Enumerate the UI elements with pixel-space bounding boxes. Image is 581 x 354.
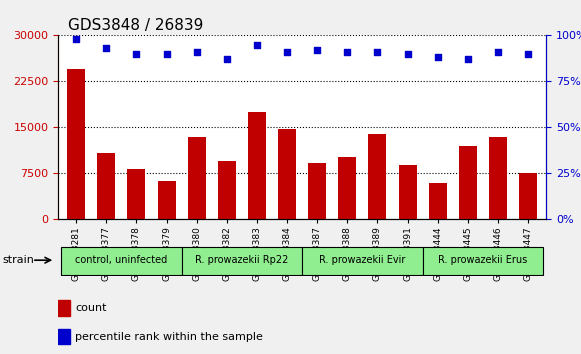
Text: control, uninfected: control, uninfected: [75, 255, 167, 265]
FancyBboxPatch shape: [182, 247, 302, 275]
Point: [523, 51, 533, 57]
Text: count: count: [75, 303, 107, 313]
Point: [222, 57, 231, 62]
Point: [192, 49, 202, 55]
Bar: [58, 300, 70, 316]
Point: [132, 51, 141, 57]
Bar: [97, 153, 116, 219]
FancyBboxPatch shape: [302, 247, 422, 275]
Point: [373, 49, 382, 55]
Bar: [248, 112, 266, 219]
Bar: [368, 133, 386, 219]
Point: [403, 51, 412, 57]
Point: [463, 57, 472, 62]
Bar: [429, 183, 447, 219]
Text: GDS3848 / 26839: GDS3848 / 26839: [68, 18, 203, 33]
Point: [433, 55, 442, 60]
Bar: [218, 161, 236, 219]
Bar: [459, 146, 477, 219]
Point: [162, 51, 171, 57]
Text: strain: strain: [3, 255, 35, 265]
Bar: [58, 329, 70, 344]
Bar: [338, 157, 356, 219]
FancyBboxPatch shape: [422, 247, 543, 275]
Bar: [399, 165, 417, 219]
Text: R. prowazekii Rp22: R. prowazekii Rp22: [195, 255, 289, 265]
Point: [343, 49, 352, 55]
Point: [313, 47, 322, 53]
Point: [71, 36, 81, 42]
Point: [282, 49, 292, 55]
Bar: [519, 173, 537, 219]
Bar: [489, 137, 507, 219]
Bar: [278, 129, 296, 219]
Text: percentile rank within the sample: percentile rank within the sample: [75, 332, 263, 342]
Bar: [157, 182, 175, 219]
Point: [102, 45, 111, 51]
Point: [493, 49, 503, 55]
Bar: [188, 137, 206, 219]
Point: [252, 42, 261, 47]
FancyBboxPatch shape: [61, 247, 182, 275]
Bar: [127, 169, 145, 219]
Text: R. prowazekii Erus: R. prowazekii Erus: [438, 255, 528, 265]
Bar: [67, 69, 85, 219]
Text: R. prowazekii Evir: R. prowazekii Evir: [319, 255, 406, 265]
Bar: [308, 163, 326, 219]
